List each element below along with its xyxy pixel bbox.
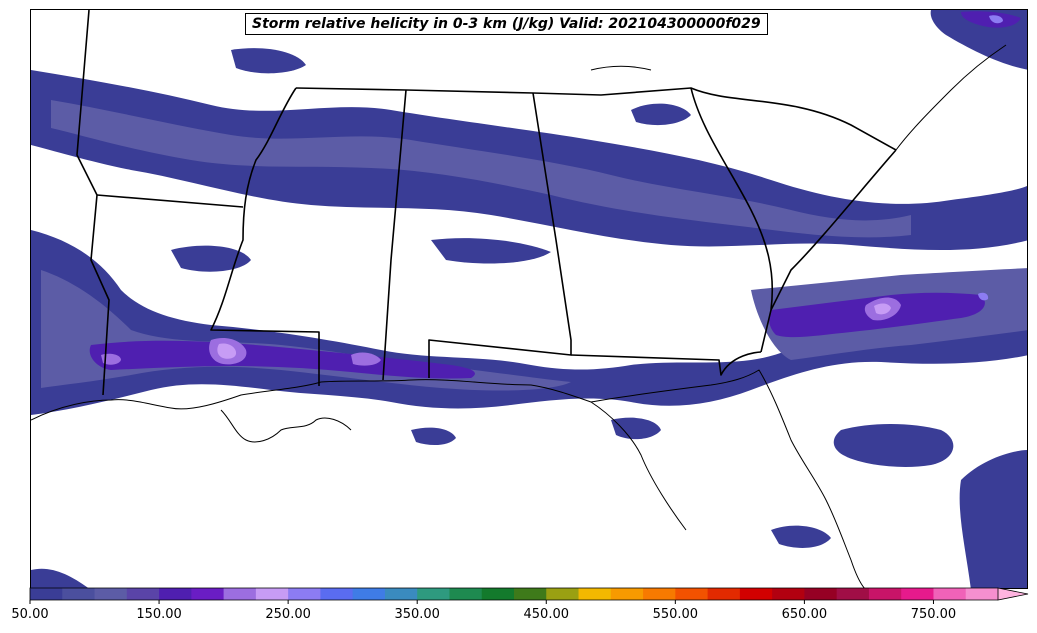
border-line (382, 89, 407, 381)
contour-region (231, 48, 306, 74)
colorbar-segment (481, 588, 515, 600)
colorbar-tick-label: 550.00 (652, 607, 699, 622)
colorbar-segment (643, 588, 676, 600)
colorbar-segment (94, 588, 128, 600)
colorbar-segment (159, 588, 192, 600)
contour-region (771, 525, 831, 548)
contour-region (51, 100, 911, 238)
colorbar-segment (384, 588, 418, 600)
border-line (428, 92, 572, 378)
coastline (31, 369, 865, 588)
colorbar-segment (514, 588, 547, 600)
colorbar-segment (255, 588, 289, 600)
border-line (770, 149, 897, 311)
helicity-filled-contours (31, 10, 1027, 588)
contour-region (217, 343, 237, 359)
contour-region (989, 15, 1003, 24)
contour-region (171, 245, 251, 272)
coastline (220, 409, 352, 443)
coastline (590, 401, 687, 531)
colorbar-tick-label: 150.00 (136, 607, 182, 622)
contour-region (631, 103, 691, 126)
border-line (210, 87, 320, 386)
contour-region (959, 450, 1027, 588)
colorbar-outline (29, 587, 998, 601)
border-line (570, 351, 762, 376)
colorbar-segment (610, 588, 644, 600)
colorbar-tick-label: 350.00 (394, 607, 440, 622)
colorbar-segment (449, 588, 483, 600)
colorbar-segment (804, 588, 838, 600)
colorbar-segment (739, 588, 773, 600)
colorbar-segment (62, 588, 96, 600)
contour-region (411, 427, 456, 446)
map-panel (30, 9, 1028, 589)
colorbar-tick-label: 50.00 (11, 607, 49, 622)
colorbar-segment (675, 588, 709, 600)
colorbar-segment (30, 588, 63, 600)
colorbar-segment (868, 588, 902, 600)
contour-region (89, 340, 475, 379)
colorbar-tick-label: 250.00 (265, 607, 311, 622)
contour-region (31, 568, 89, 588)
colorbar-tick-label: 450.00 (523, 607, 570, 622)
colorbar-segment (288, 588, 321, 600)
colorbar-segment (352, 588, 386, 600)
state-borders (31, 10, 1007, 588)
contour-region (833, 424, 954, 467)
border-line (295, 87, 897, 151)
border-line (690, 87, 774, 353)
colorbar-segment (223, 588, 257, 600)
colorbar-segment (836, 588, 870, 600)
contour-region (978, 292, 989, 301)
colorbar-tick-label: 750.00 (910, 607, 957, 622)
colorbar-segment (417, 588, 450, 600)
colorbar-segment (901, 588, 934, 600)
helicity-map (31, 10, 1027, 588)
colorbar (29, 587, 1029, 604)
colorbar-segment (320, 588, 354, 600)
colorbar-segment (933, 588, 967, 600)
colorbar-segment (578, 588, 612, 600)
border-line (96, 194, 244, 208)
colorbar-segment (191, 588, 225, 600)
border-line (76, 10, 110, 396)
coastline (895, 44, 1007, 151)
colorbar-segment (965, 588, 999, 600)
contour-region (351, 352, 381, 366)
colorbar-extend-triangle (997, 587, 1029, 601)
colorbar-segment (707, 588, 741, 600)
coastline (590, 65, 652, 71)
colorbar-segment (126, 588, 160, 600)
colorbar-segment (772, 588, 805, 600)
map-title: Storm relative helicity in 0-3 km (J/kg)… (245, 13, 768, 35)
colorbar-tick-label: 650.00 (781, 607, 828, 622)
contour-region (611, 417, 661, 440)
contour-region (431, 238, 551, 264)
colorbar-segment (546, 588, 580, 600)
contour-region (874, 303, 891, 315)
contour-region (41, 270, 571, 391)
